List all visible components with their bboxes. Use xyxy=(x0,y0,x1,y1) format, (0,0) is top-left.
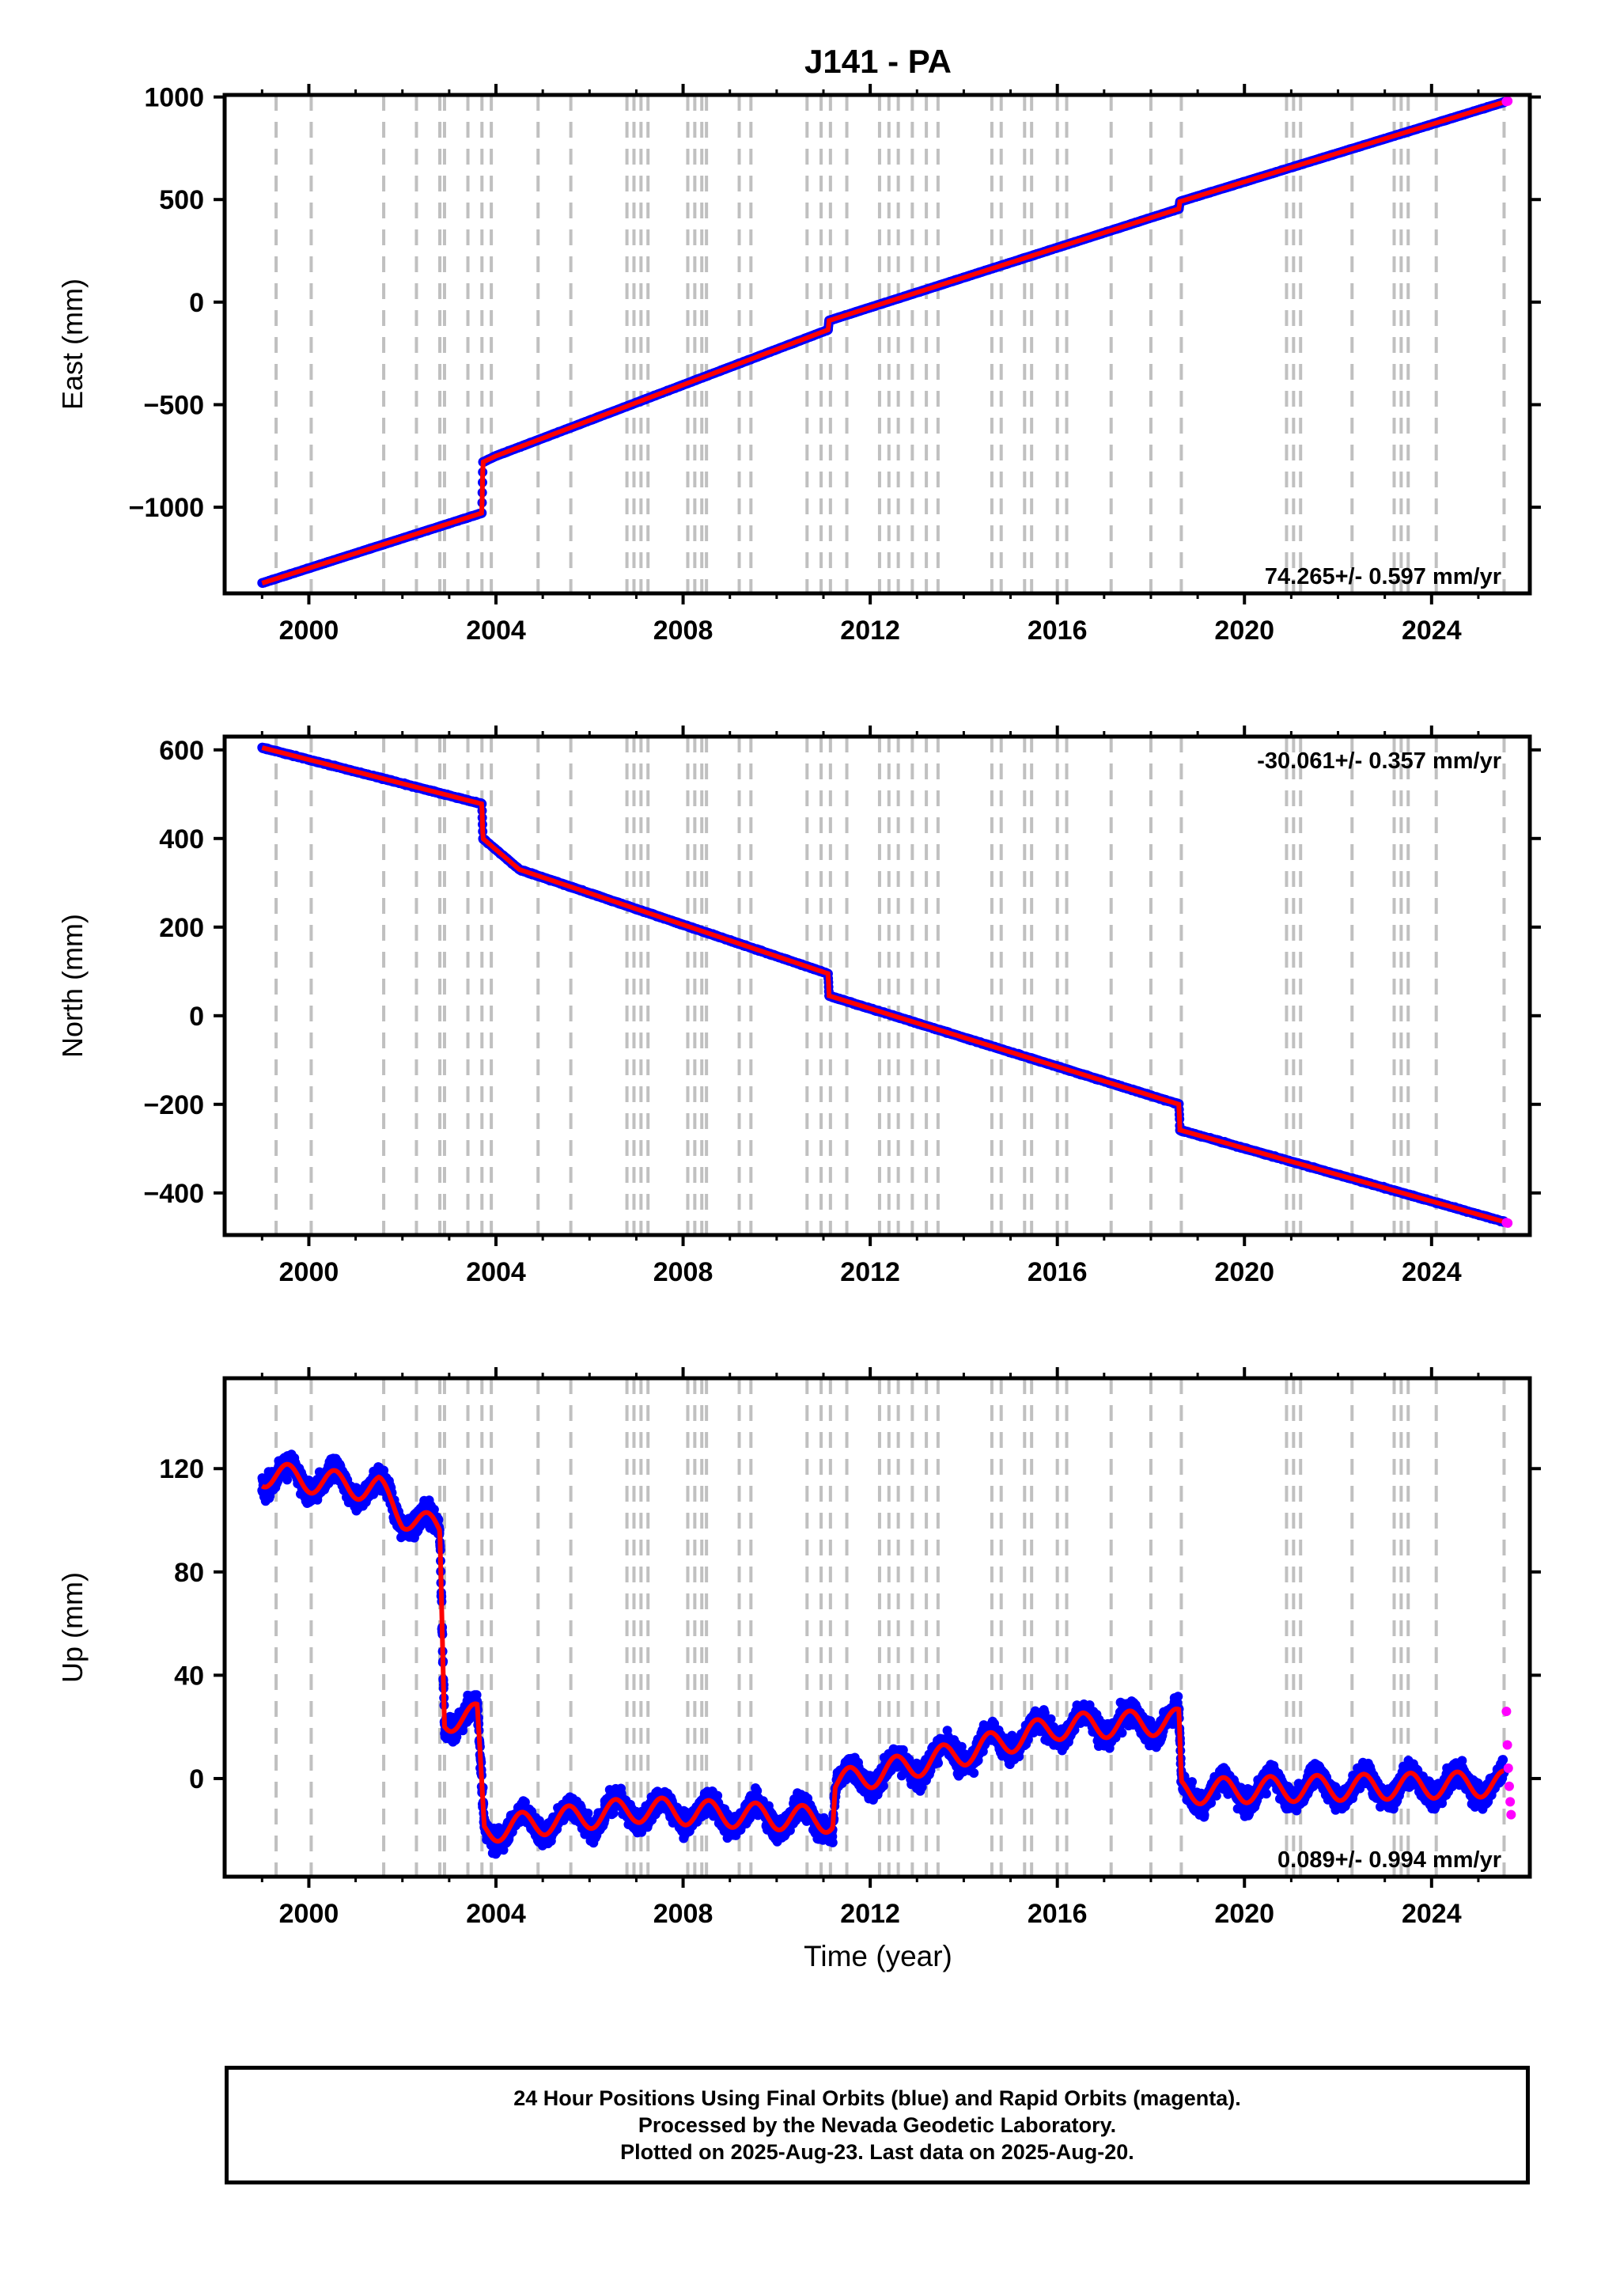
up-rapid-point-2 xyxy=(1503,1763,1513,1773)
north-xtick-label-2000: 2000 xyxy=(279,1257,339,1287)
north-rate-label: -30.061+/- 0.357 mm/yr xyxy=(1257,748,1501,774)
up-frame xyxy=(222,1376,1532,1879)
east-ytick-label-1000: 1000 xyxy=(144,83,204,113)
north-xtick-label-2024: 2024 xyxy=(1402,1257,1462,1287)
up-plot-area xyxy=(257,1378,1516,1877)
east-y-axis-label: East (mm) xyxy=(56,278,89,410)
up-ytick-label-40: 40 xyxy=(174,1661,204,1691)
up-ytick-label-0: 0 xyxy=(189,1764,204,1794)
footer-box: 24 Hour Positions Using Final Orbits (bl… xyxy=(225,2066,1530,2184)
east-frame xyxy=(222,93,1532,596)
up-rapid-point-1 xyxy=(1502,1740,1512,1750)
up-rapid-point-0 xyxy=(1501,1707,1512,1717)
north-xtick-label-2020: 2020 xyxy=(1214,1257,1274,1287)
east-ytick-label--1000: −1000 xyxy=(129,493,205,523)
east-xtick-label-2016: 2016 xyxy=(1028,616,1088,646)
north-ytick-label-200: 200 xyxy=(159,913,204,943)
x-axis-label: Time (year) xyxy=(804,1940,952,1972)
north-xtick-label-2004: 2004 xyxy=(466,1257,526,1287)
up-ytick-label-80: 80 xyxy=(174,1558,204,1588)
east-rate-label: 74.265+/- 0.597 mm/yr xyxy=(1265,564,1501,589)
footer-line-1: 24 Hour Positions Using Final Orbits (bl… xyxy=(513,2085,1241,2112)
north-rapid-orbit-points xyxy=(1501,1218,1513,1228)
north-rapid-point-1 xyxy=(1503,1218,1513,1228)
north-ytick-label-600: 600 xyxy=(159,736,204,766)
east-xtick-label-2004: 2004 xyxy=(466,616,526,646)
chart-title: J141 - PA xyxy=(804,43,952,80)
up-rate-label: 0.089+/- 0.994 mm/yr xyxy=(1277,1847,1501,1873)
up-y-axis-label: Up (mm) xyxy=(56,1572,89,1683)
east-xtick-label-2000: 2000 xyxy=(279,616,339,646)
east-model-line xyxy=(261,100,1504,585)
north-y-axis-label: North (mm) xyxy=(56,914,89,1058)
east-ytick-label--500: −500 xyxy=(143,390,204,420)
east-xtick-label-2008: 2008 xyxy=(653,616,713,646)
up-rapid-point-4 xyxy=(1505,1797,1516,1807)
north-ytick-label--400: −400 xyxy=(143,1179,204,1209)
up-rapid-point-5 xyxy=(1506,1809,1516,1820)
north-model-line xyxy=(261,745,1504,1224)
up-xtick-label-2016: 2016 xyxy=(1028,1899,1088,1929)
north-plot-area xyxy=(257,737,1513,1235)
east-plot-area xyxy=(257,95,1513,593)
north-frame xyxy=(222,734,1532,1237)
north-xtick-label-2012: 2012 xyxy=(840,1257,900,1287)
north-ytick-label--200: −200 xyxy=(143,1090,204,1120)
north-xtick-label-2016: 2016 xyxy=(1028,1257,1088,1287)
east-xtick-label-2020: 2020 xyxy=(1214,616,1274,646)
up-rapid-point-3 xyxy=(1504,1781,1514,1791)
up-xtick-label-2004: 2004 xyxy=(466,1899,526,1929)
footer-line-3: Plotted on 2025-Aug-23. Last data on 202… xyxy=(620,2139,1134,2165)
north-panel: 2000 2004 2008 2012 2016 2020 2024 −400 −200 0 200… xyxy=(56,726,1541,1287)
up-model-line xyxy=(260,1461,1504,1844)
up-xtick-label-2024: 2024 xyxy=(1402,1899,1462,1929)
north-xtick-label-2008: 2008 xyxy=(653,1257,713,1287)
east-rapid-point-1 xyxy=(1503,96,1513,106)
east-rapid-orbit-points xyxy=(1501,96,1513,107)
east-ytick-label-0: 0 xyxy=(189,288,204,318)
east-xtick-label-2012: 2012 xyxy=(840,616,900,646)
up-xtick-label-2000: 2000 xyxy=(279,1899,339,1929)
north-ytick-label-400: 400 xyxy=(159,824,204,854)
up-rapid-orbit-points xyxy=(1501,1707,1516,1820)
east-xtick-label-2024: 2024 xyxy=(1402,616,1462,646)
footer-line-2: Processed by the Nevada Geodetic Laborat… xyxy=(638,2112,1116,2139)
up-panel: 2000 2004 2008 2012 2016 2020 2024 0 40 80 120 Up (… xyxy=(56,1367,1541,1929)
east-ytick-label-500: 500 xyxy=(159,185,204,215)
north-ytick-label-0: 0 xyxy=(189,1002,204,1032)
up-ytick-label-120: 120 xyxy=(159,1454,204,1484)
up-xtick-label-2008: 2008 xyxy=(653,1899,713,1929)
east-panel: 2000 2004 2008 2012 2016 2020 2024 −1000 −500 0 50… xyxy=(56,83,1541,646)
up-xtick-label-2012: 2012 xyxy=(840,1899,900,1929)
up-xtick-label-2020: 2020 xyxy=(1214,1899,1274,1929)
